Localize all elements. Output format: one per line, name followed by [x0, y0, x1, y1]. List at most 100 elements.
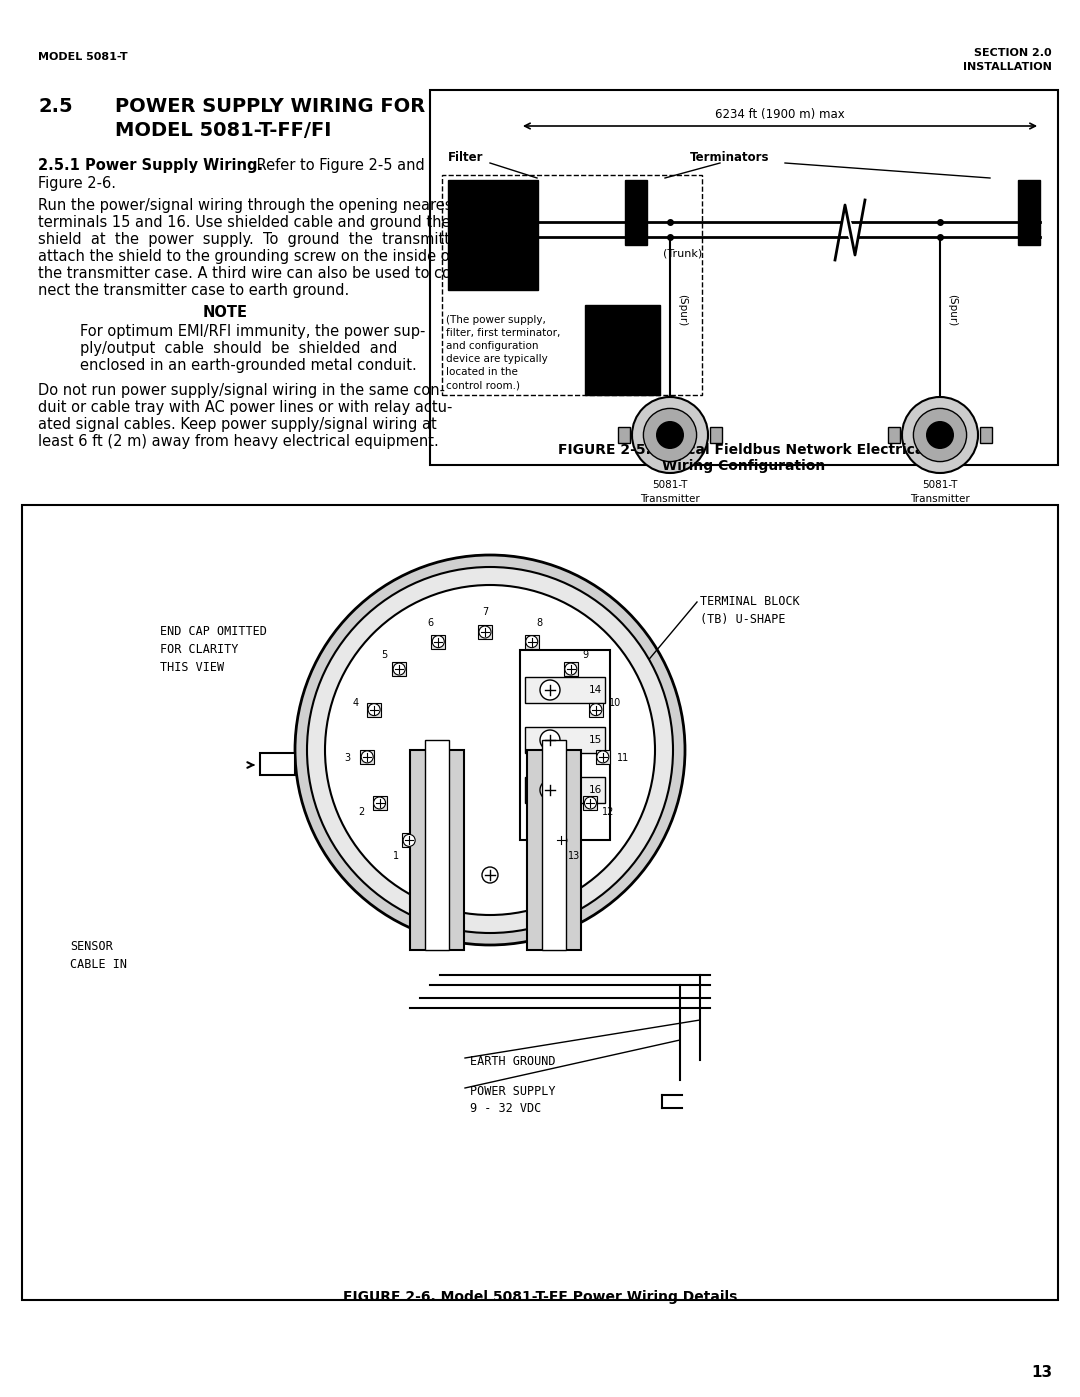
Bar [589, 703, 603, 717]
Circle shape [597, 750, 609, 763]
Text: MODEL 5081-T-FF/FI: MODEL 5081-T-FF/FI [114, 122, 332, 140]
Text: 2.5: 2.5 [38, 96, 72, 116]
Text: INSTALLATION: INSTALLATION [963, 61, 1052, 73]
Text: 5081-T: 5081-T [652, 481, 688, 490]
Circle shape [657, 422, 684, 448]
Text: 2.5.1 Power Supply Wiring.: 2.5.1 Power Supply Wiring. [38, 158, 264, 173]
Text: 8: 8 [537, 619, 543, 629]
Text: (The power supply,: (The power supply, [446, 314, 545, 326]
Text: 13: 13 [1031, 1365, 1052, 1380]
Text: filter, first terminator,: filter, first terminator, [446, 328, 561, 338]
Text: shield  at  the  power  supply.  To  ground  the  transmitter,: shield at the power supply. To ground th… [38, 232, 470, 247]
Circle shape [590, 704, 602, 715]
Bar [980, 427, 993, 443]
Bar [260, 753, 295, 775]
Circle shape [368, 704, 380, 715]
Text: 9: 9 [582, 650, 589, 661]
Text: MODEL 5081-T: MODEL 5081-T [38, 52, 127, 61]
Bar [527, 750, 581, 950]
Text: (Spur): (Spur) [947, 293, 957, 326]
Text: Refer to Figure 2-5 and: Refer to Figure 2-5 and [252, 158, 424, 173]
Circle shape [325, 585, 654, 915]
Circle shape [540, 731, 561, 750]
Bar [525, 726, 605, 753]
Circle shape [403, 834, 415, 847]
Bar [564, 662, 578, 676]
Text: located in the: located in the [446, 367, 518, 377]
Bar [525, 777, 605, 803]
Text: POWER SUPPLY: POWER SUPPLY [470, 1085, 555, 1098]
Text: CABLE IN: CABLE IN [70, 958, 127, 971]
Circle shape [644, 408, 697, 461]
Text: 3: 3 [345, 753, 350, 763]
Circle shape [632, 397, 708, 474]
Bar [525, 678, 605, 703]
Bar [542, 740, 566, 950]
Circle shape [555, 834, 567, 847]
Circle shape [526, 636, 538, 648]
Text: 1: 1 [393, 851, 400, 861]
Bar [888, 427, 900, 443]
Bar [478, 624, 492, 638]
Text: nect the transmitter case to earth ground.: nect the transmitter case to earth groun… [38, 284, 349, 298]
Text: 16: 16 [589, 785, 602, 795]
Text: and configuration: and configuration [446, 341, 539, 351]
Text: 6234 ft (1900 m) max: 6234 ft (1900 m) max [715, 108, 845, 122]
Circle shape [584, 796, 596, 809]
Text: attach the shield to the grounding screw on the inside of: attach the shield to the grounding screw… [38, 249, 455, 264]
Bar [519, 650, 610, 840]
Text: TERMINAL BLOCK: TERMINAL BLOCK [700, 595, 800, 608]
Text: 7: 7 [482, 608, 488, 617]
Bar [430, 89, 1058, 465]
Text: Run the power/signal wiring through the opening nearest: Run the power/signal wiring through the … [38, 198, 458, 212]
Text: control room.): control room.) [446, 380, 519, 390]
Circle shape [540, 780, 561, 800]
Text: EARTH GROUND: EARTH GROUND [470, 1055, 555, 1067]
Bar [442, 175, 702, 395]
Text: NOTE: NOTE [203, 305, 247, 320]
Text: 5: 5 [381, 650, 388, 661]
Text: ply/output  cable  should  be  shielded  and: ply/output cable should be shielded and [80, 341, 397, 356]
Bar [596, 750, 610, 764]
Bar [361, 750, 374, 764]
Text: Wiring Configuration: Wiring Configuration [662, 460, 825, 474]
Text: least 6 ft (2 m) away from heavy electrical equipment.: least 6 ft (2 m) away from heavy electri… [38, 434, 438, 448]
Text: FOR CLARITY: FOR CLARITY [160, 643, 239, 657]
Circle shape [307, 567, 673, 933]
Circle shape [482, 868, 498, 883]
Text: Filter: Filter [448, 151, 484, 163]
Text: SENSOR: SENSOR [70, 940, 112, 953]
Bar [625, 180, 647, 244]
Bar [448, 180, 538, 291]
Circle shape [565, 664, 577, 675]
Text: 11: 11 [617, 753, 629, 763]
Bar [618, 427, 630, 443]
Circle shape [927, 422, 954, 448]
Bar [583, 796, 597, 810]
Bar [285, 1140, 696, 1260]
Bar [402, 834, 416, 848]
Bar [410, 750, 464, 950]
Text: FIGURE 2-5. Typical Fieldbus Network Electrical: FIGURE 2-5. Typical Fieldbus Network Ele… [558, 443, 930, 457]
Text: 14: 14 [589, 685, 602, 694]
Bar [431, 634, 445, 648]
Bar [392, 662, 406, 676]
Text: 5081-T: 5081-T [922, 481, 958, 490]
Text: the transmitter case. A third wire can also be used to con-: the transmitter case. A third wire can a… [38, 265, 465, 281]
Bar [426, 740, 449, 950]
Text: SECTION 2.0: SECTION 2.0 [974, 47, 1052, 59]
Circle shape [902, 397, 978, 474]
Circle shape [393, 664, 405, 675]
Text: For optimum EMI/RFI immunity, the power sup-: For optimum EMI/RFI immunity, the power … [80, 324, 426, 339]
Bar [710, 427, 723, 443]
Circle shape [914, 408, 967, 461]
Text: (Spur): (Spur) [677, 293, 687, 326]
Text: (TB) U-SHAPE: (TB) U-SHAPE [700, 613, 785, 626]
Text: Figure 2-6.: Figure 2-6. [38, 176, 116, 191]
Circle shape [480, 626, 491, 638]
Text: Terminators: Terminators [690, 151, 769, 163]
Circle shape [295, 555, 685, 944]
Text: 4: 4 [352, 697, 359, 708]
Text: enclosed in an earth-grounded metal conduit.: enclosed in an earth-grounded metal cond… [80, 358, 417, 373]
Circle shape [374, 796, 386, 809]
